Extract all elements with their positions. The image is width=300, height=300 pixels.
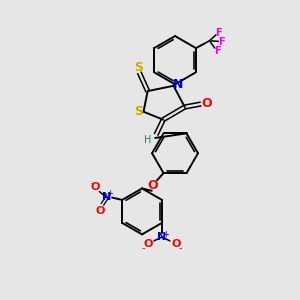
Text: N: N [172, 78, 183, 91]
Text: O: O [147, 179, 158, 192]
Text: O: O [91, 182, 100, 192]
Text: S: S [134, 105, 143, 118]
Text: S: S [135, 61, 144, 74]
Text: N: N [157, 232, 167, 242]
Text: N: N [102, 192, 112, 202]
Text: O: O [201, 97, 212, 110]
Text: O: O [171, 239, 181, 249]
Text: -: - [90, 178, 94, 188]
Text: H: H [144, 135, 151, 145]
Text: -: - [178, 243, 182, 253]
Text: F: F [216, 28, 222, 38]
Text: -: - [142, 243, 146, 253]
Text: O: O [143, 239, 152, 249]
Text: F: F [214, 46, 221, 56]
Text: O: O [96, 206, 105, 216]
Text: F: F [218, 37, 225, 47]
Text: +: + [162, 230, 169, 238]
Text: +: + [106, 189, 113, 198]
